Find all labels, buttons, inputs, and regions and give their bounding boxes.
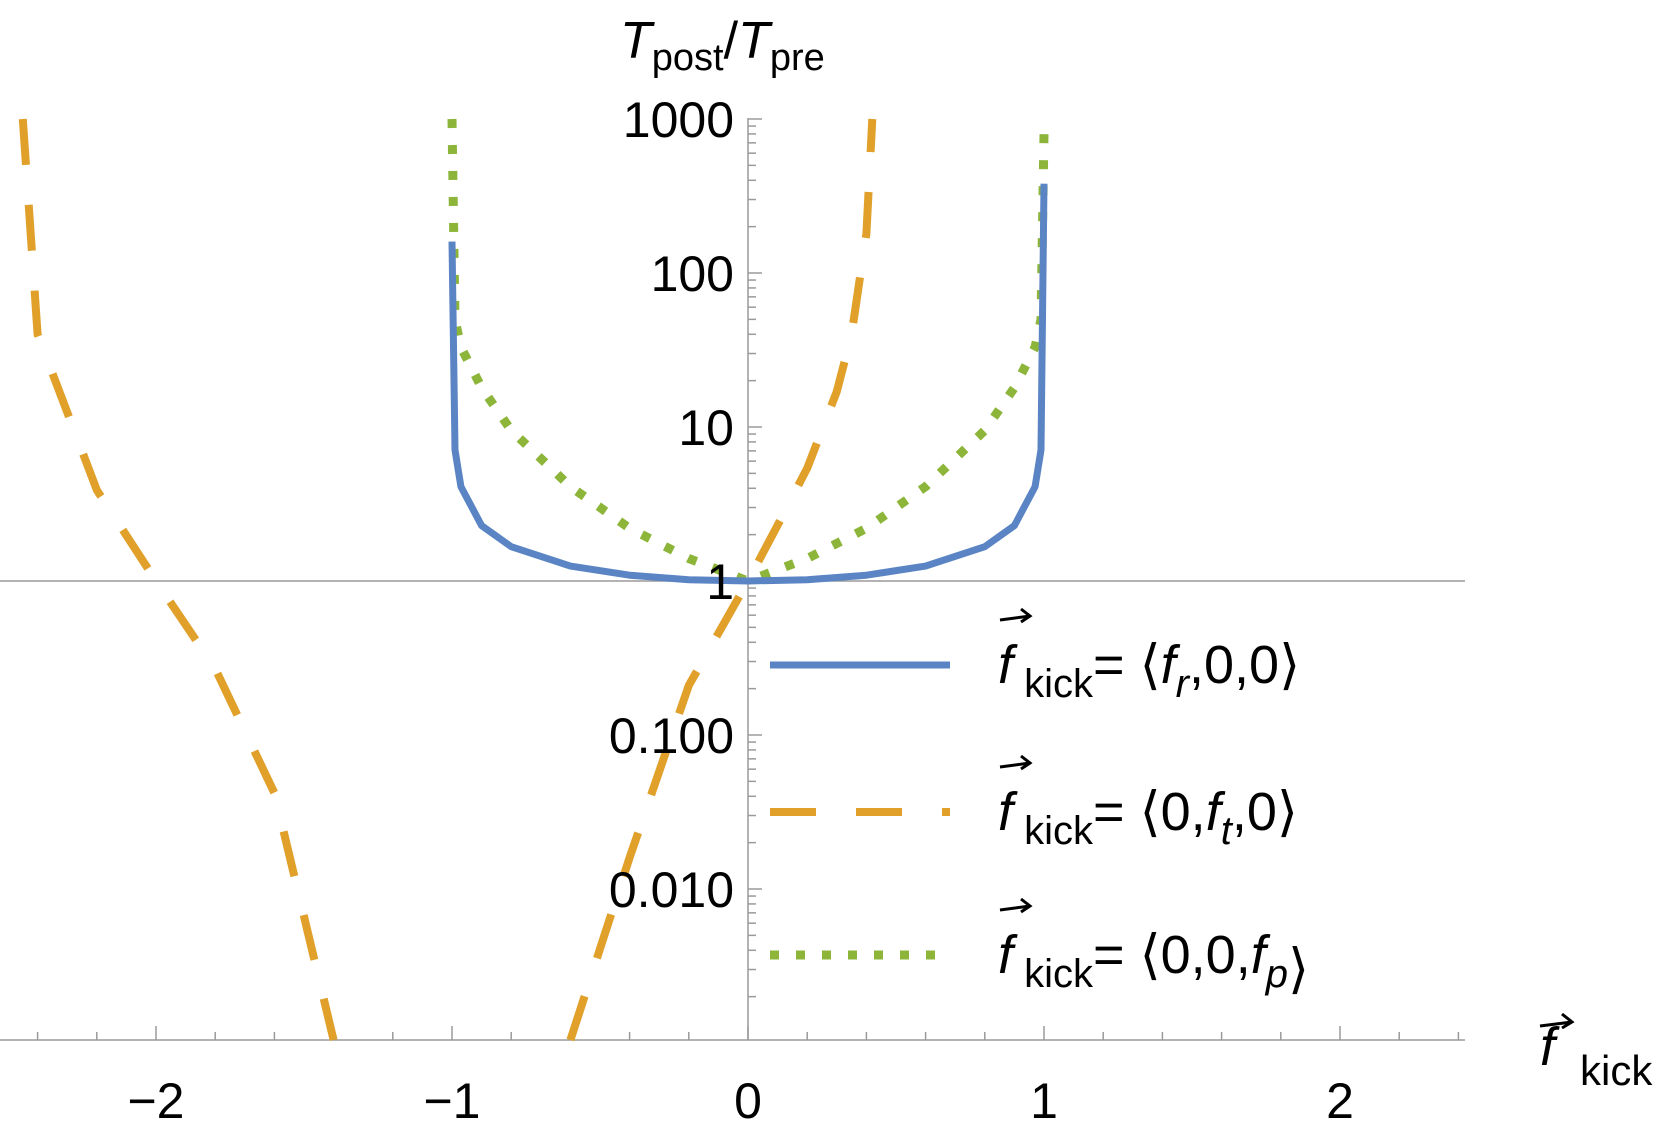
x-tick-label: 1 <box>1030 1073 1058 1129</box>
x-tick-label: −2 <box>127 1073 184 1129</box>
x-tick-label: 0 <box>734 1073 762 1129</box>
y-axis-title: Tpost/Tpre <box>620 12 825 79</box>
tick-labels: −2 −1 0 1 2 1000 100 10 1 0.100 0.010 <box>127 92 1353 1129</box>
y-title-den: T <box>738 12 773 70</box>
y-title-slash: / <box>724 12 739 70</box>
y-tick-label: 1000 <box>623 92 734 148</box>
y-title-num-sub: post <box>652 37 724 79</box>
y-tick-label: 100 <box>651 246 734 302</box>
x-tick-label: −1 <box>423 1073 480 1129</box>
series-solid-line <box>448 183 1048 585</box>
y-title-num: T <box>620 12 655 70</box>
legend-vector-arrow <box>999 607 1033 624</box>
x-title-vector: f <box>1540 1017 1560 1077</box>
series-dashed-line <box>18 118 877 1042</box>
y-tick-label: 1 <box>706 554 734 610</box>
x-tick-label: 2 <box>1326 1073 1354 1129</box>
y-tick-label: 0.010 <box>609 862 734 918</box>
legend-vector-arrow <box>999 897 1033 914</box>
legend-label: f kick= ⟨0,0,fp⟩ <box>998 925 1309 999</box>
legend: f kick= ⟨fr,0,0⟩ f kick= ⟨0,ft,0⟩ f kick= … <box>770 607 1309 999</box>
legend-label: f kick= ⟨0,ft,0⟩ <box>998 782 1298 853</box>
series-layer <box>18 118 1049 1042</box>
y-tick-label: 10 <box>678 400 734 456</box>
y-tick-label: 0.100 <box>609 708 734 764</box>
legend-vector-arrow <box>999 754 1033 771</box>
x-axis-title: f kick <box>1539 1012 1653 1094</box>
legend-label: f kick= ⟨fr,0,0⟩ <box>998 635 1300 706</box>
x-title-arrow <box>1539 1012 1575 1030</box>
x-title-sub: kick <box>1580 1047 1653 1094</box>
y-title-den-sub: pre <box>770 37 825 79</box>
